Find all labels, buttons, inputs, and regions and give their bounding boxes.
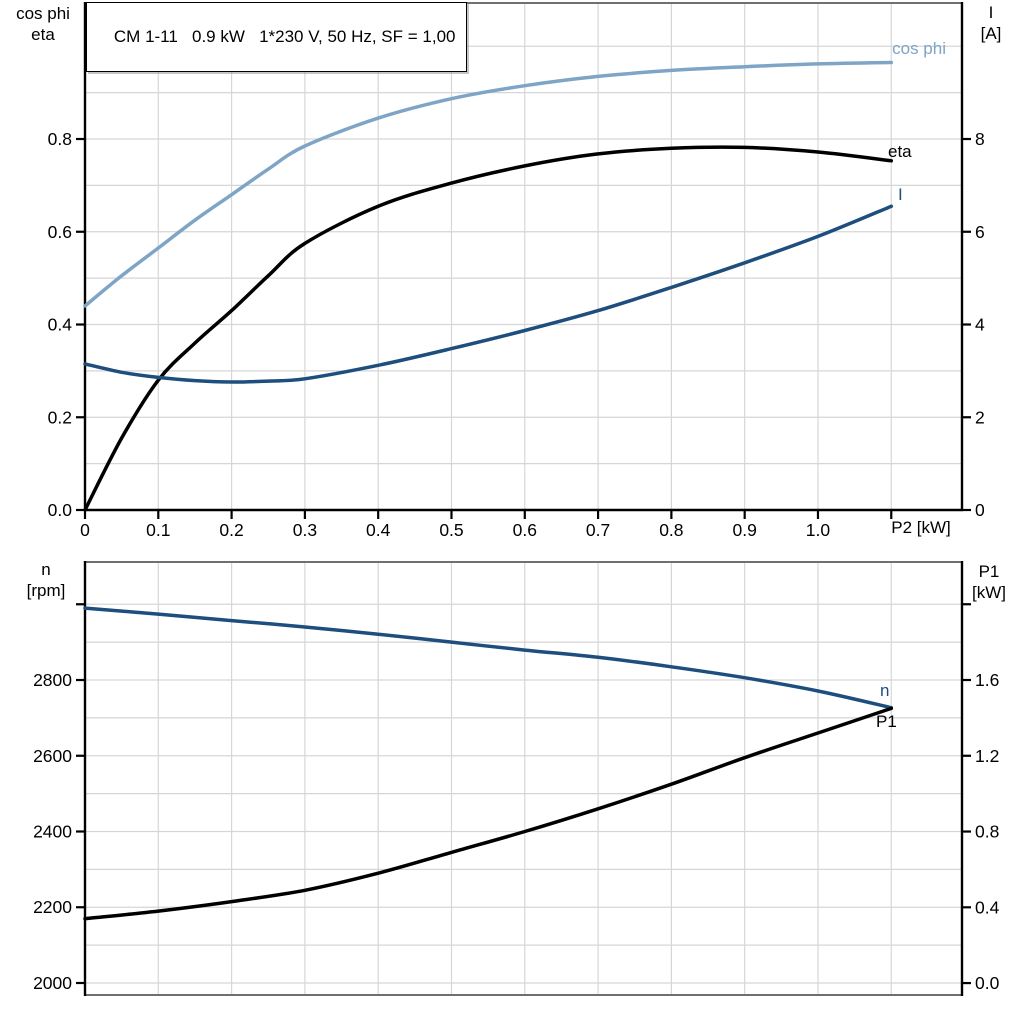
y-left-tick-label: 2200 — [33, 897, 72, 917]
current-unit-label: [A] — [980, 24, 1002, 43]
left-axis-label-top-chart: cos phi eta — [4, 3, 82, 45]
x-tick-label: 1.0 — [806, 520, 831, 540]
y-left-tick-label: 0.4 — [48, 315, 73, 335]
curve-cos-phi — [83, 60, 894, 308]
curve-p1 — [83, 706, 894, 921]
x-axis-label: P2 [kW] — [891, 518, 951, 537]
current-curve-label: I — [898, 185, 903, 204]
y-right-tick-label: 8 — [975, 129, 985, 149]
p1-unit-label: [kW] — [972, 583, 1006, 602]
tick-marks — [76, 137, 971, 519]
cos-phi-axis-label: cos phi — [16, 4, 70, 23]
eta-axis-label: eta — [31, 25, 55, 44]
gridlines — [85, 3, 962, 510]
y-left-tick-label: 2600 — [33, 746, 72, 766]
y-right-tick-label: 0 — [975, 500, 985, 520]
x-tick-label: 0.2 — [219, 520, 243, 540]
eta-curve-label: eta — [888, 142, 912, 161]
title-box: CM 1-11 0.9 kW 1*230 V, 50 Hz, SF = 1,00 — [86, 2, 467, 72]
tick-labels: 0.0 0.2 0.4 0.6 0.8 0 2 4 6 8 0 0.1 0.2 0.3 0.4 0.5 0.6 0… — [48, 129, 985, 540]
pump-title: CM 1-11 0.9 kW 1*230 V, 50 Hz, SF = 1,00 — [113, 27, 456, 46]
curve-eta — [83, 145, 894, 512]
axes — [83, 561, 964, 996]
x-tick-label: 0.8 — [659, 520, 683, 540]
speed-axis-label: n — [41, 560, 51, 579]
gridlines — [85, 562, 962, 995]
plot-frame — [84, 561, 963, 996]
x-tick-label: 0.6 — [513, 520, 537, 540]
y-right-tick-label: 0.0 — [975, 973, 1000, 993]
chart-top: 0.0 0.2 0.4 0.6 0.8 0 2 4 6 8 0 0.1 0.2 0.3 0.4 0.5 0.6 0… — [48, 2, 985, 540]
y-right-tick-label: 4 — [975, 315, 985, 335]
right-axis-label-top-chart: I [A] — [962, 2, 1020, 44]
left-axis-label-bottom-chart: n [rpm] — [8, 559, 84, 601]
x-tick-label: 0.4 — [366, 520, 391, 540]
x-tick-label: 0.3 — [293, 520, 317, 540]
x-tick-label: 0.5 — [439, 520, 463, 540]
y-left-tick-label: 2800 — [33, 670, 72, 690]
y-left-tick-label: 2400 — [33, 822, 72, 842]
tick-labels: 2000 2200 2400 2600 2800 0.0 0.4 0.8 1.2 1.6 — [33, 670, 1000, 993]
p1-curve-label: P1 — [876, 712, 897, 731]
axes — [83, 2, 964, 512]
y-right-tick-label: 1.6 — [975, 670, 999, 690]
y-left-tick-label: 0.0 — [48, 500, 73, 520]
current-axis-label: I — [988, 3, 994, 22]
x-tick-label: 0.9 — [733, 520, 757, 540]
p1-axis-label: P1 — [978, 562, 1000, 581]
curve-n — [83, 606, 894, 710]
cos-phi-curve-label: cos phi — [892, 39, 946, 58]
speed-curve-label: n — [880, 681, 890, 700]
speed-unit-label: [rpm] — [26, 581, 66, 600]
y-left-tick-label: 0.2 — [48, 407, 72, 427]
tick-marks — [76, 603, 971, 985]
y-right-tick-label: 1.2 — [975, 746, 999, 766]
y-left-tick-label: 0.8 — [48, 129, 72, 149]
y-right-tick-label: 0.8 — [975, 822, 999, 842]
y-right-tick-label: 6 — [975, 222, 985, 242]
y-left-tick-label: 0.6 — [48, 222, 72, 242]
x-tick-label: 0 — [80, 520, 90, 540]
chart-bottom: 2000 2200 2400 2600 2800 0.0 0.4 0.8 1.2 1.6 — [33, 561, 1000, 996]
right-axis-label-bottom-chart: P1 [kW] — [958, 561, 1020, 603]
y-left-tick-label: 2000 — [33, 973, 72, 993]
curve-i — [83, 204, 894, 384]
x-tick-label: 0.7 — [586, 520, 610, 540]
y-right-tick-label: 0.4 — [975, 897, 1000, 917]
x-tick-label: 0.1 — [146, 520, 170, 540]
y-right-tick-label: 2 — [975, 407, 985, 427]
